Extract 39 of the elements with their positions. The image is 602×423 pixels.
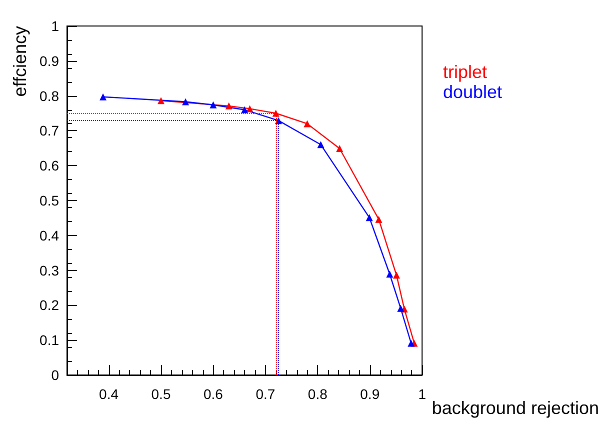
point	[375, 216, 382, 223]
point	[225, 102, 232, 110]
y-tick-label: 0.4	[40, 227, 60, 244]
point	[393, 272, 400, 279]
point	[386, 270, 394, 278]
x-tick-label: 0.8	[308, 386, 328, 402]
x-tick-label: 0.4	[99, 386, 119, 402]
point	[182, 98, 190, 106]
x-tick-label: 0.6	[203, 386, 224, 402]
y-tick-label: 0.6	[40, 158, 60, 174]
x-tick-label: 1	[418, 386, 426, 402]
point	[241, 106, 248, 114]
text: doublet	[442, 82, 502, 102]
point	[100, 93, 107, 100]
y-tick-label: 0.7	[40, 122, 60, 139]
y-tick-label: 1	[51, 18, 60, 34]
x-tick-label: 0.5	[151, 386, 171, 402]
x-axis-title: background rejection	[432, 398, 599, 418]
y-tick-label: 0.1	[40, 332, 60, 348]
y-tick-label: 0.9	[40, 52, 60, 69]
point	[336, 145, 344, 152]
x-tick-label: 0.9	[360, 386, 380, 402]
point	[304, 120, 311, 128]
point	[210, 101, 217, 108]
y-axis-title: effciency	[10, 26, 30, 97]
point	[246, 105, 254, 112]
text: triplet	[442, 62, 487, 82]
point	[408, 340, 415, 347]
y-tick-label: 0.8	[40, 88, 60, 104]
y-tick-label: 0.3	[40, 262, 60, 278]
point	[366, 214, 373, 222]
y-tick-label: 0.2	[40, 297, 60, 314]
x-tick-label: 0.7	[256, 386, 276, 402]
y-tick-label: 0	[51, 367, 60, 383]
point	[272, 110, 280, 117]
y-tick-label: 0.5	[40, 192, 60, 208]
point	[317, 141, 324, 148]
point	[397, 304, 404, 312]
point	[157, 97, 164, 104]
